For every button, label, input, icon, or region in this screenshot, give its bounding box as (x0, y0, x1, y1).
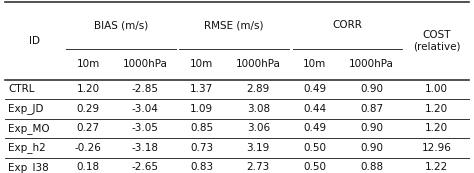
Text: Exp_l38: Exp_l38 (9, 162, 49, 173)
Text: 0.49: 0.49 (303, 124, 327, 133)
Text: 1000hPa: 1000hPa (122, 60, 167, 70)
Text: -2.65: -2.65 (131, 162, 158, 172)
Text: -3.05: -3.05 (131, 124, 158, 133)
Text: 0.88: 0.88 (360, 162, 383, 172)
Text: COST
(relative): COST (relative) (413, 30, 460, 52)
Text: 0.90: 0.90 (360, 143, 383, 153)
Text: 3.19: 3.19 (246, 143, 270, 153)
Text: -0.26: -0.26 (75, 143, 102, 153)
Text: BIAS (m/s): BIAS (m/s) (94, 20, 148, 30)
Text: 10m: 10m (77, 60, 100, 70)
Text: 2.73: 2.73 (246, 162, 270, 172)
Text: 0.50: 0.50 (303, 143, 327, 153)
Text: 0.90: 0.90 (360, 124, 383, 133)
Text: 1.09: 1.09 (190, 104, 213, 114)
Text: 1.20: 1.20 (77, 84, 100, 94)
Text: 0.85: 0.85 (190, 124, 213, 133)
Text: 1000hPa: 1000hPa (236, 60, 281, 70)
Text: 1000hPa: 1000hPa (349, 60, 394, 70)
Text: -3.04: -3.04 (131, 104, 158, 114)
Text: 0.27: 0.27 (77, 124, 100, 133)
Text: RMSE (m/s): RMSE (m/s) (204, 20, 264, 30)
Text: 1.20: 1.20 (425, 124, 448, 133)
Text: 0.29: 0.29 (77, 104, 100, 114)
Text: 0.50: 0.50 (303, 162, 327, 172)
Text: 0.73: 0.73 (190, 143, 213, 153)
Text: 1.22: 1.22 (425, 162, 448, 172)
Text: CORR: CORR (333, 20, 363, 30)
Text: 10m: 10m (303, 60, 327, 70)
Text: Exp_JD: Exp_JD (9, 103, 44, 114)
Text: 0.87: 0.87 (360, 104, 383, 114)
Text: 2.89: 2.89 (246, 84, 270, 94)
Text: 3.08: 3.08 (246, 104, 270, 114)
Text: 1.37: 1.37 (190, 84, 213, 94)
Text: 0.90: 0.90 (360, 84, 383, 94)
Text: CTRL: CTRL (9, 84, 35, 94)
Text: -3.18: -3.18 (131, 143, 158, 153)
Text: ID: ID (29, 36, 40, 46)
Text: 12.96: 12.96 (422, 143, 452, 153)
Text: Exp_MO: Exp_MO (9, 123, 50, 134)
Text: 0.18: 0.18 (77, 162, 100, 172)
Text: Exp_h2: Exp_h2 (9, 143, 46, 153)
Text: 1.00: 1.00 (425, 84, 448, 94)
Text: 1.20: 1.20 (425, 104, 448, 114)
Text: 0.49: 0.49 (303, 84, 327, 94)
Text: -2.85: -2.85 (131, 84, 158, 94)
Text: 0.83: 0.83 (190, 162, 213, 172)
Text: 3.06: 3.06 (246, 124, 270, 133)
Text: 10m: 10m (190, 60, 213, 70)
Text: 0.44: 0.44 (303, 104, 327, 114)
